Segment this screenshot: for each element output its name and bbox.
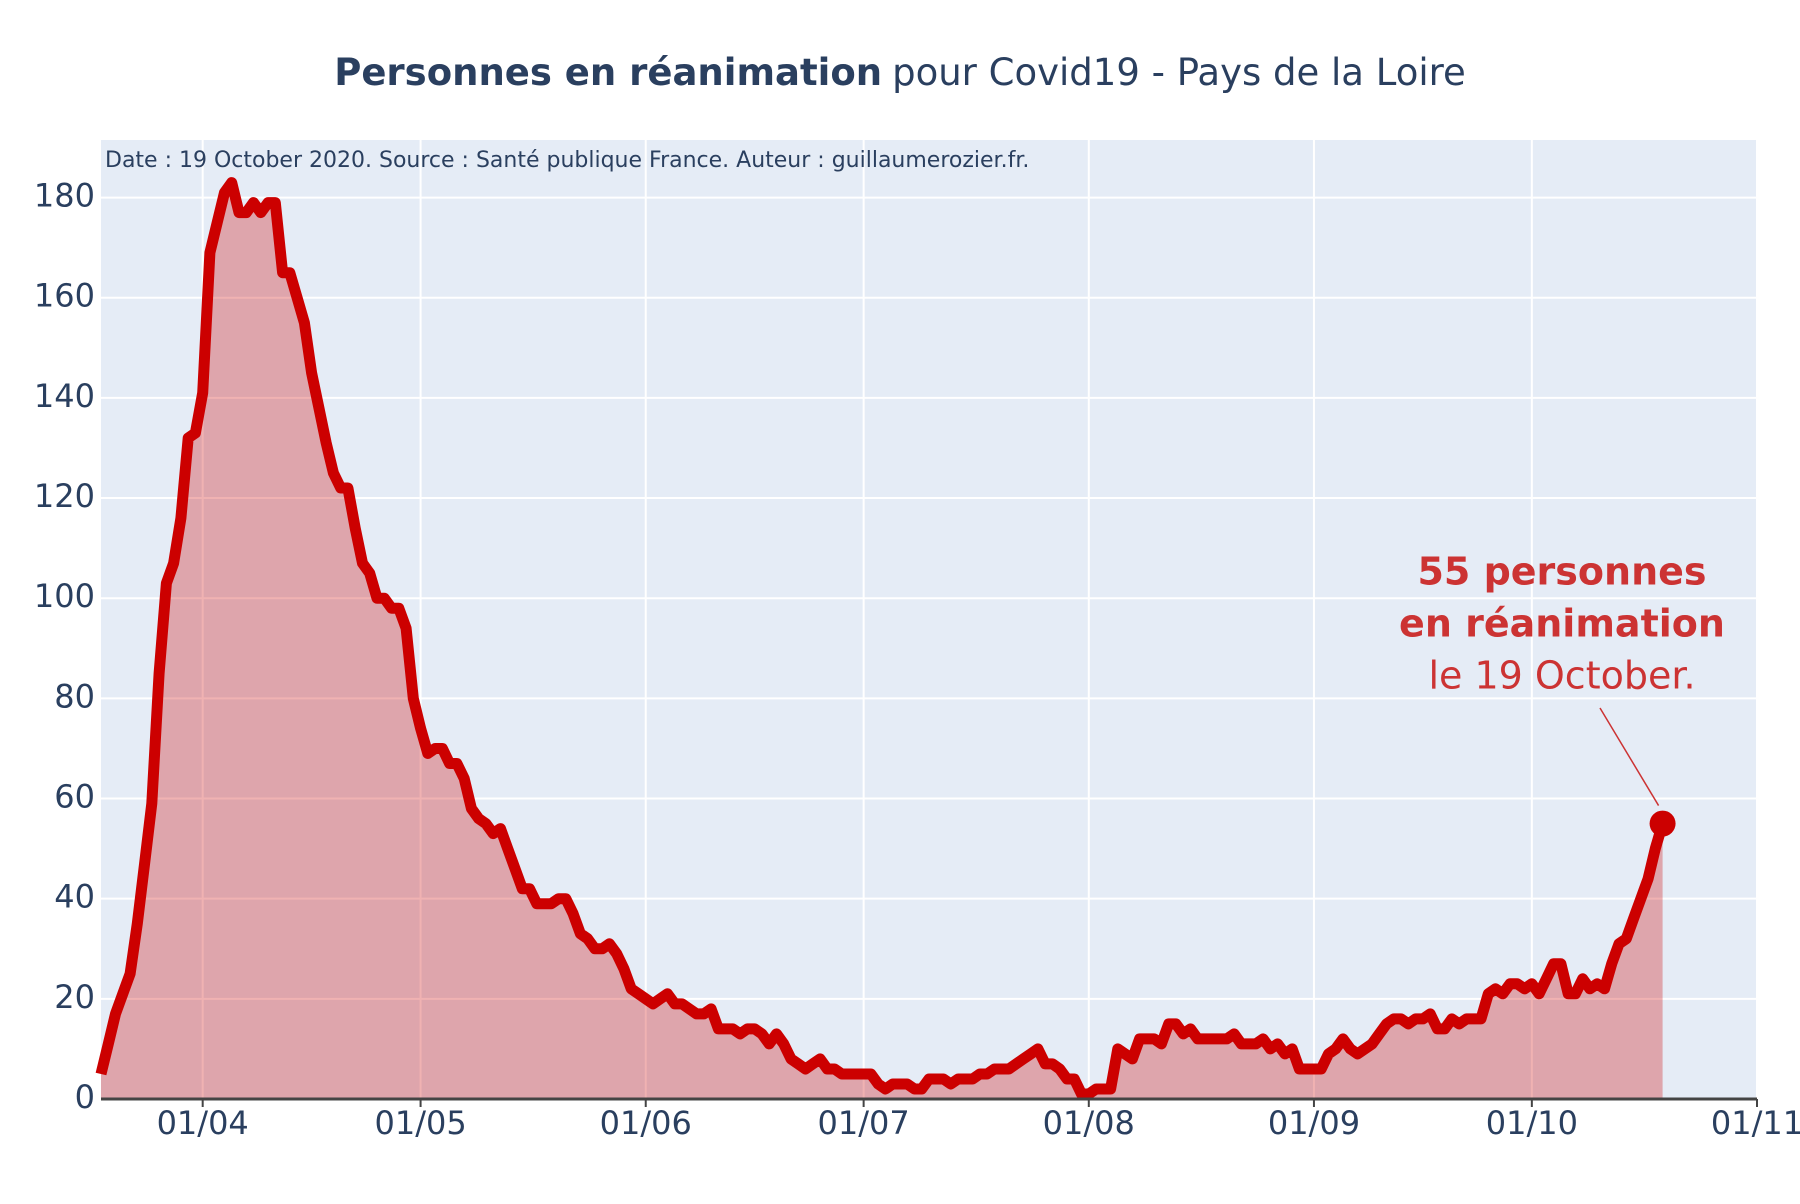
y-tick-label: 160 [34, 277, 95, 315]
chart-title: Personnes en réanimation pour Covid19 - P… [334, 51, 1466, 94]
x-tick-label: 01/05 [374, 1104, 466, 1142]
last-point [1649, 810, 1676, 837]
x-tick-label: 01/09 [1268, 1104, 1360, 1142]
x-tick-label: 01/07 [818, 1104, 910, 1142]
y-tick-label: 20 [54, 978, 95, 1016]
y-tick-label: 120 [34, 477, 95, 515]
plot-background [101, 140, 1757, 1099]
source-note: Date : 19 October 2020. Source : Santé p… [105, 148, 1029, 173]
area [101, 182, 1663, 1100]
annotation-text: en réanimation [1399, 602, 1725, 646]
title-bold: Personnes en réanimation [334, 51, 882, 94]
annotation-text: 55 personnes [1417, 550, 1706, 594]
x-tick-label: 01/06 [600, 1104, 692, 1142]
x-tick-label: 01/04 [157, 1104, 249, 1142]
y-tick-label: 0 [75, 1078, 95, 1116]
x-tick-label: 01/10 [1486, 1104, 1578, 1142]
annotation-arrow [1599, 707, 1660, 806]
title-rest: pour Covid19 - Pays de la Loire [892, 51, 1466, 94]
y-tick-label: 60 [54, 778, 95, 816]
y-tick-label: 40 [54, 878, 95, 916]
y-tick-label: 100 [34, 577, 95, 615]
annotation-text: le 19 October. [1428, 654, 1695, 698]
y-tick-label: 180 [34, 177, 95, 215]
line [95, 177, 1668, 1100]
x-tick-label: 01/08 [1043, 1104, 1135, 1142]
x-tick-label: 01/11 [1711, 1104, 1800, 1142]
y-tick-label: 80 [54, 677, 95, 715]
y-tick-label: 140 [34, 377, 95, 415]
